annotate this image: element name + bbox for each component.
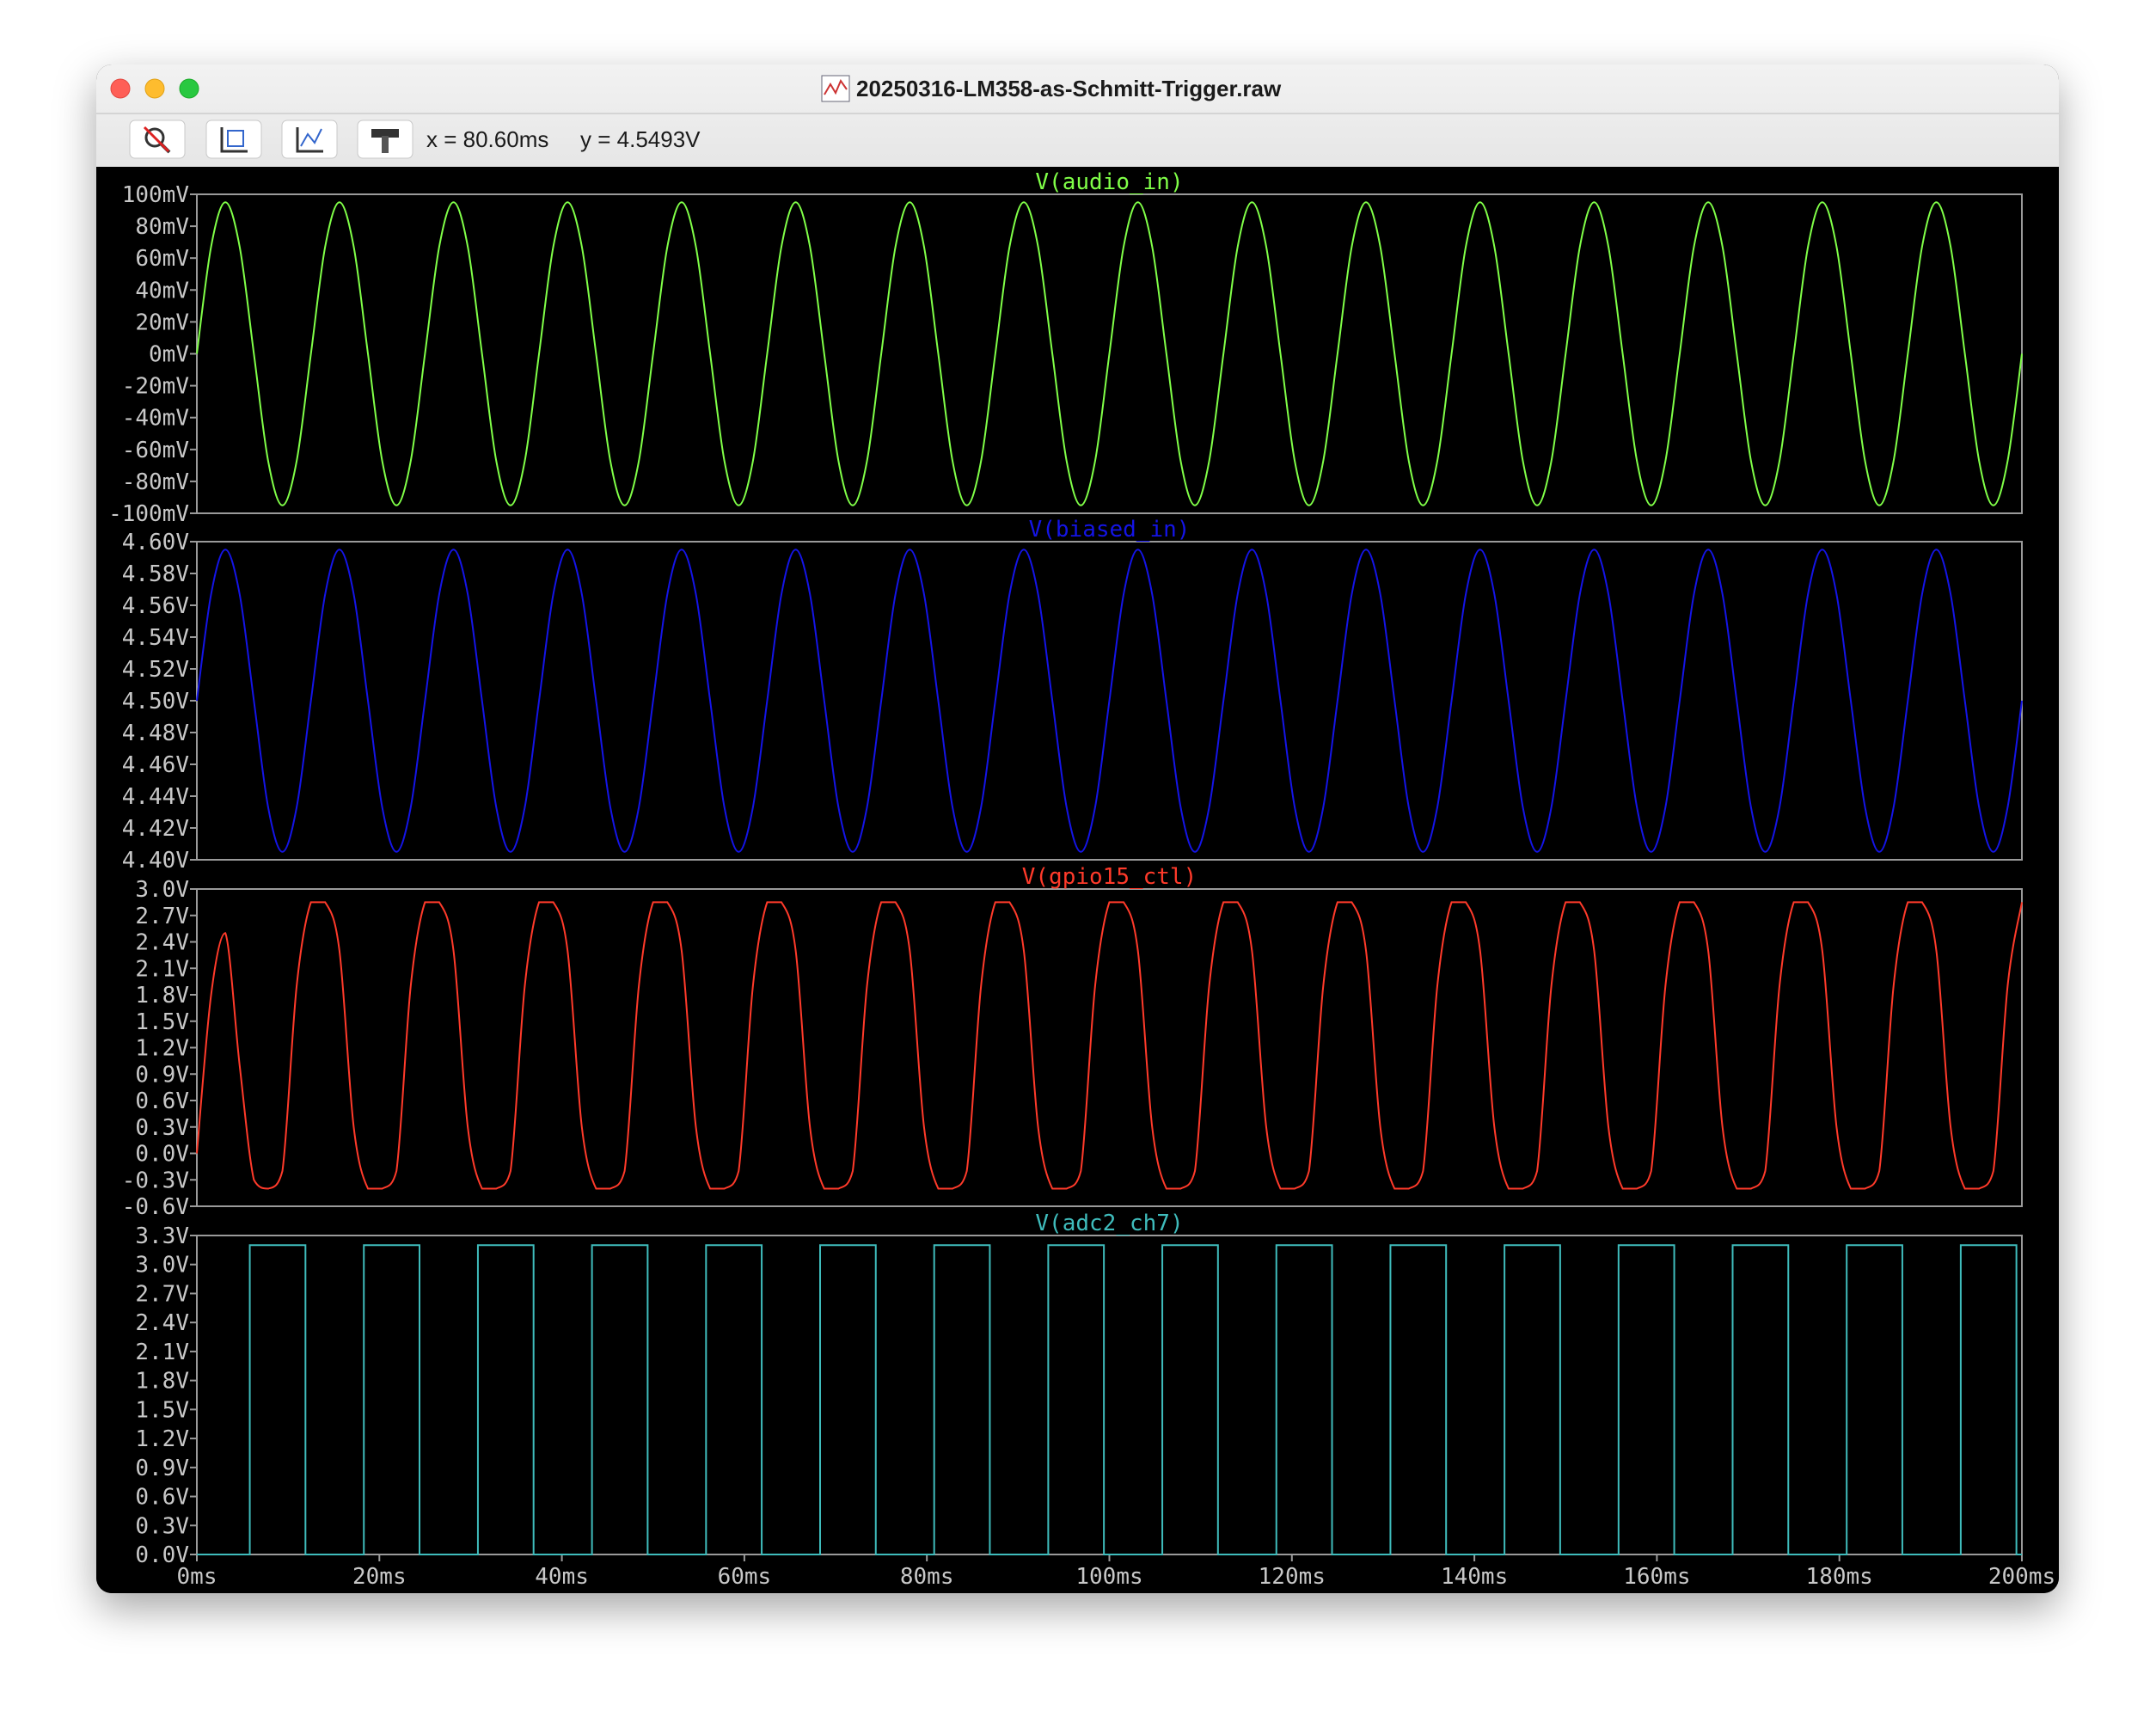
- x-tick-label: 140ms: [1441, 1564, 1508, 1590]
- y-tick-label: 4.42V: [122, 816, 189, 842]
- y-tick-label: 1.2V: [135, 1036, 189, 1062]
- y-tick-label: 0.3V: [135, 1513, 189, 1539]
- y-tick-label: 3.0V: [135, 1253, 189, 1278]
- y-tick-label: 2.4V: [135, 1310, 189, 1336]
- cursor-button[interactable]: [281, 120, 338, 159]
- x-tick-label: 180ms: [1806, 1564, 1873, 1590]
- waveform: [197, 1244, 2022, 1556]
- y-tick-label: 4.44V: [122, 784, 189, 810]
- trace-title: V(gpio15_ctl): [1022, 864, 1197, 890]
- y-tick-label: 4.54V: [122, 625, 189, 651]
- waveform: [196, 549, 2023, 853]
- y-tick-label: -80mV: [122, 469, 189, 495]
- trace-title: V(biased_in): [1029, 517, 1191, 543]
- zoom-reset-button[interactable]: [129, 120, 186, 159]
- minimize-button[interactable]: [144, 78, 165, 99]
- y-tick-label: 4.60V: [122, 530, 189, 555]
- window-chrome: [96, 64, 2059, 167]
- x-readout: x = 80.60ms: [426, 126, 548, 152]
- y-tick-label: 4.48V: [122, 720, 189, 746]
- y-tick-label: 1.8V: [135, 1369, 189, 1395]
- y-tick-label: 1.8V: [135, 983, 189, 1009]
- y-tick-label: 4.40V: [122, 848, 189, 874]
- window-title: 20250316-LM358-as-Schmitt-Trigger.raw: [856, 76, 1282, 101]
- y-tick-label: 100mV: [122, 182, 189, 208]
- x-tick-label: 100ms: [1075, 1564, 1142, 1590]
- y-tick-label: 2.4V: [135, 930, 189, 956]
- y-tick-label: -100mV: [108, 501, 189, 527]
- y-tick-label: 3.3V: [135, 1223, 189, 1249]
- y-tick-label: 0.6V: [135, 1088, 189, 1114]
- settings-button[interactable]: [357, 120, 413, 159]
- y-tick-label: 4.56V: [122, 593, 189, 619]
- y-tick-label: 0.0V: [135, 1542, 189, 1568]
- y-tick-label: 2.7V: [135, 1281, 189, 1307]
- y-tick-label: -0.3V: [122, 1168, 189, 1193]
- zoom-button[interactable]: [179, 78, 199, 99]
- file-icon: [821, 75, 850, 102]
- y-tick-label: 0mV: [149, 342, 189, 368]
- y-tick-label: 0.9V: [135, 1456, 189, 1481]
- y-tick-label: 4.58V: [122, 561, 189, 587]
- y-tick-label: 1.5V: [135, 1397, 189, 1423]
- waveform: [196, 201, 2023, 506]
- plot-area: [96, 167, 2059, 1593]
- waveform: [196, 901, 2023, 1190]
- toolbar: x = 80.60ms y = 4.5493V: [129, 120, 701, 159]
- y-tick-label: 0.0V: [135, 1142, 189, 1168]
- x-tick-label: 160ms: [1623, 1564, 1690, 1590]
- y-tick-label: 2.1V: [135, 1340, 189, 1365]
- y-tick-label: 2.1V: [135, 956, 189, 982]
- trace-title: V(audio_in): [1035, 169, 1183, 195]
- y-tick-label: 4.46V: [122, 752, 189, 778]
- y-tick-label: 0.6V: [135, 1485, 189, 1511]
- y-tick-label: -40mV: [122, 406, 189, 432]
- y-tick-label: 4.52V: [122, 657, 189, 683]
- close-button[interactable]: [110, 78, 131, 99]
- y-tick-label: -20mV: [122, 374, 189, 400]
- x-tick-label: 120ms: [1259, 1564, 1326, 1590]
- y-tick-label: 0.9V: [135, 1062, 189, 1088]
- y-tick-label: 4.50V: [122, 689, 189, 714]
- autorange-button[interactable]: [205, 120, 262, 159]
- x-tick-label: 20ms: [352, 1564, 407, 1590]
- y-tick-label: 80mV: [135, 214, 189, 240]
- x-tick-label: 80ms: [900, 1564, 954, 1590]
- y-tick-label: -0.6V: [122, 1194, 189, 1220]
- y-tick-label: 40mV: [135, 278, 189, 304]
- trace-title: V(adc2_ch7): [1035, 1211, 1183, 1236]
- y-tick-label: 3.0V: [135, 877, 189, 903]
- y-readout: y = 4.5493V: [580, 126, 701, 152]
- x-tick-label: 200ms: [1988, 1564, 2055, 1590]
- x-tick-label: 0ms: [177, 1564, 217, 1590]
- y-tick-label: 0.3V: [135, 1115, 189, 1141]
- y-tick-label: 1.5V: [135, 1009, 189, 1035]
- y-tick-label: 2.7V: [135, 904, 189, 929]
- y-tick-label: 60mV: [135, 246, 189, 272]
- x-tick-label: 60ms: [718, 1564, 772, 1590]
- y-tick-label: -60mV: [122, 438, 189, 463]
- y-tick-label: 1.2V: [135, 1426, 189, 1452]
- x-tick-label: 40ms: [535, 1564, 589, 1590]
- y-tick-label: 20mV: [135, 310, 189, 335]
